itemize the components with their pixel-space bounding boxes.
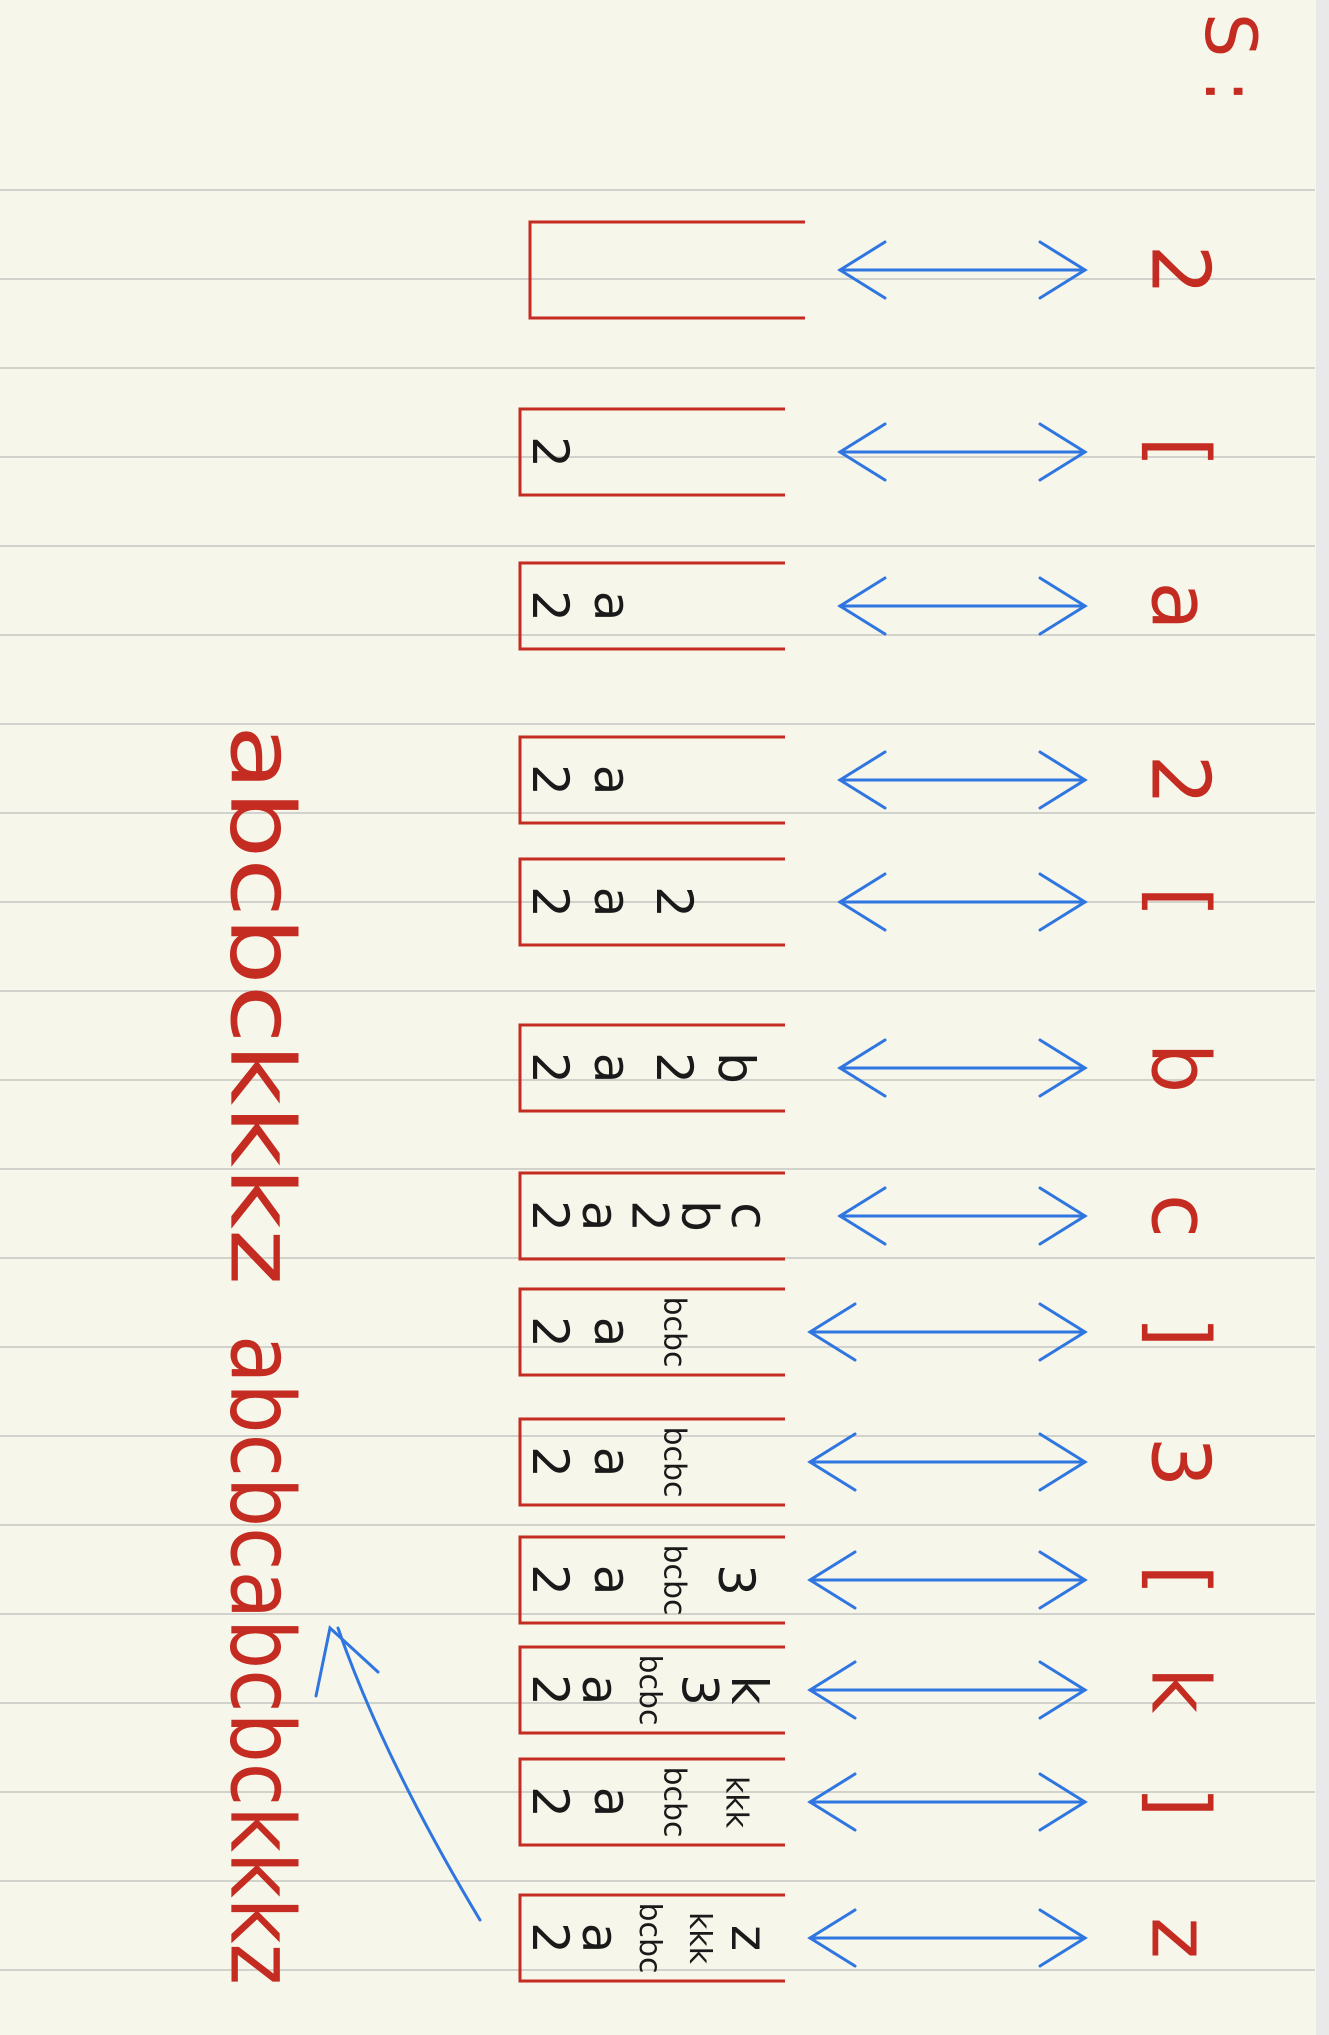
- stack-item: a: [583, 1317, 641, 1348]
- stack-item: 2: [521, 1446, 579, 1478]
- stack-item: c: [720, 1202, 778, 1230]
- stack-item: 2: [521, 764, 579, 796]
- stack-item: 2: [621, 1200, 679, 1232]
- stack-item: a: [583, 765, 641, 796]
- step-arrow: [837, 1186, 1088, 1246]
- input-symbol: ]: [1134, 1786, 1227, 1817]
- step-arrows: [807, 240, 1088, 1968]
- stack-item: bcbc: [657, 1766, 692, 1837]
- input-symbols: 2 [ a 2 [ b c] 3 [ k] z: [1134, 245, 1227, 1959]
- stack-item: z: [720, 1925, 778, 1951]
- stack-item: 2: [521, 1786, 579, 1818]
- stack-item: a: [583, 887, 641, 918]
- stack-item: bcbc: [657, 1426, 692, 1497]
- input-symbol: c: [1134, 1194, 1227, 1238]
- page-edge: [1316, 0, 1329, 2035]
- stack-box: 2 a bcbc: [518, 1287, 785, 1377]
- stack-item: 2: [521, 1200, 579, 1232]
- curved-arrow: [336, 1626, 482, 1922]
- input-symbol: 2: [1134, 755, 1227, 806]
- stack-item: 3: [670, 1674, 728, 1706]
- step-arrow: [837, 576, 1088, 636]
- input-symbol: 3: [1134, 1437, 1227, 1488]
- stack-item: 2: [521, 1052, 579, 1084]
- stack-item: b: [707, 1052, 765, 1084]
- input-symbol: z: [1134, 1917, 1227, 1959]
- step-arrow: [837, 750, 1088, 810]
- stack-item: 2: [521, 886, 579, 918]
- step-arrow: [807, 1302, 1088, 1362]
- stack-item: kkk: [719, 1776, 754, 1829]
- stack-item: a: [571, 1923, 629, 1954]
- stack-item: a: [583, 591, 641, 622]
- step-arrow: [837, 1038, 1088, 1098]
- stack-item: 2: [521, 590, 579, 622]
- step-arrow: [837, 422, 1088, 482]
- input-symbol: b: [1134, 1043, 1227, 1094]
- stack-item: bcbc: [632, 1654, 667, 1725]
- stack-box: 2a bcbc kkk z: [518, 1893, 785, 1983]
- stack-item: 3: [707, 1564, 765, 1596]
- stack-box: [528, 220, 805, 320]
- stack-item: 2: [521, 436, 579, 468]
- input-symbol: [: [1134, 436, 1227, 467]
- input-symbol: [: [1134, 886, 1227, 917]
- stack-box: 2a bcbc 3k: [518, 1645, 785, 1735]
- stack-item: a: [583, 1565, 641, 1596]
- stack-box: 2 a bcbc 3: [518, 1535, 785, 1625]
- page-edge-bar: [1316, 0, 1329, 2035]
- result-final: abcbcabcbckkkz: [211, 1335, 314, 1985]
- input-symbol: a: [1134, 581, 1227, 630]
- curved-arrow-head: [314, 1625, 380, 1698]
- stack-item: a: [583, 1787, 641, 1818]
- stack-box: 2 a bcbc: [518, 1417, 785, 1507]
- stack-item: a: [583, 1447, 641, 1478]
- stack-item: kkk: [682, 1912, 717, 1965]
- stack-item: 2: [521, 1674, 579, 1706]
- input-symbol: k: [1134, 1667, 1227, 1714]
- step-arrow: [807, 1550, 1088, 1610]
- stack-item: bcbc: [657, 1296, 692, 1367]
- result-intermediate: abcbckkkz: [211, 725, 314, 1285]
- stack-item: 2: [645, 1052, 703, 1084]
- stack-item: bcbc: [632, 1902, 667, 1973]
- stack-item: bcbc: [657, 1544, 692, 1615]
- step-arrow: [807, 1908, 1088, 1968]
- stack-item: k: [720, 1676, 778, 1705]
- stack-item: 2: [645, 886, 703, 918]
- step-arrow: [837, 240, 1088, 300]
- stack-item: 2: [521, 1922, 579, 1954]
- stack-box: 2 a bcbc kkk: [518, 1757, 785, 1847]
- step-arrow: [807, 1660, 1088, 1720]
- input-symbol: [: [1134, 1564, 1227, 1595]
- stack-item: 2: [521, 1316, 579, 1348]
- input-symbol: 2: [1134, 245, 1227, 296]
- stack-item: a: [583, 1053, 641, 1084]
- stack-item: b: [670, 1200, 728, 1232]
- stack-item: a: [571, 1675, 629, 1706]
- stack-item: a: [571, 1201, 629, 1232]
- stack-item: 2: [521, 1564, 579, 1596]
- step-arrow: [807, 1432, 1088, 1492]
- step-arrow: [807, 1772, 1088, 1832]
- stack-box: 2: [518, 407, 785, 497]
- input-header: S :: [1189, 13, 1271, 103]
- input-symbol: ]: [1134, 1316, 1227, 1347]
- step-arrow: [837, 872, 1088, 932]
